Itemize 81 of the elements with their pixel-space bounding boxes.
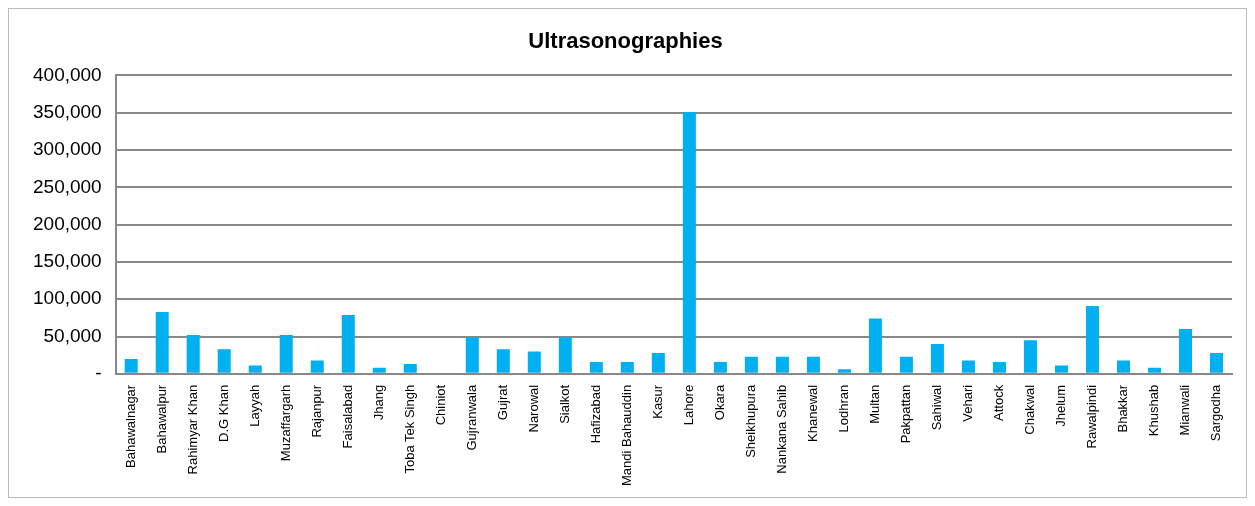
x-tick-label: Bahawalnagar: [122, 384, 138, 468]
bar: [806, 356, 820, 373]
x-tick-label: Khushab: [1146, 384, 1162, 437]
x-tick-label: Sheikhupura: [742, 384, 758, 458]
x-tick-label: Lodhran: [835, 384, 851, 433]
bar: [248, 365, 262, 373]
x-tick-label: Narowal: [525, 384, 541, 433]
bar: [1023, 340, 1037, 373]
bar: [124, 358, 138, 373]
x-tick-label: Kasur: [649, 384, 665, 419]
bar: [217, 349, 231, 373]
x-tick-label: D.G Khan: [215, 384, 231, 442]
bar: [1116, 360, 1130, 373]
x-tick-label: Attock: [991, 384, 1007, 421]
bar: [744, 356, 758, 373]
x-tick-label: Pakpattan: [897, 384, 913, 444]
x-tick-label: Mianwali: [1177, 384, 1193, 436]
x-tick-label: Sahiwal: [928, 384, 944, 431]
bar: [279, 335, 293, 373]
bar: [310, 360, 324, 373]
x-tick-label: Multan: [866, 384, 882, 424]
x-tick-label: Chakwal: [1022, 384, 1038, 435]
y-tick-label: -: [95, 362, 102, 384]
bar: [930, 343, 944, 373]
bar: [961, 360, 975, 373]
x-tick-label: Rawalpindi: [1084, 384, 1100, 449]
x-tick-label: Jhelum: [1053, 384, 1069, 427]
bar: [775, 356, 789, 373]
x-tick-label: Vehari: [960, 384, 975, 422]
chart-title: Ultrasonographies: [528, 28, 723, 54]
x-tick-label: Okara: [711, 384, 727, 421]
x-tick-label: Sialkot: [556, 384, 572, 424]
y-tick-label: 400,000: [32, 63, 102, 85]
bar: [682, 111, 696, 373]
y-tick-label: 300,000: [32, 138, 102, 160]
y-tick-label: 100,000: [32, 287, 102, 309]
x-tick-label: Toba Tek Singh: [401, 384, 417, 474]
x-tick-label: Rahimyar Khan: [184, 384, 200, 475]
x-tick-label: Nankana Sahib: [773, 384, 789, 474]
x-tick-label: Mandi Bahauddin: [618, 384, 634, 487]
x-tick-label: Bhakkar: [1115, 384, 1131, 433]
bar: [992, 361, 1006, 373]
x-tick-label: Sargodha: [1208, 384, 1224, 442]
x-tick-label: Hafizabad: [587, 384, 603, 444]
bar: [651, 352, 665, 373]
x-tick-label: Gujrat: [494, 384, 510, 421]
bar: [155, 311, 169, 373]
x-tick-label: Bahawalpur: [153, 384, 169, 454]
bar: [403, 364, 417, 373]
bar: [620, 361, 634, 373]
x-tick-label: Khanewal: [804, 384, 820, 442]
x-tick-label: Faisalabad: [339, 384, 355, 449]
bar: [1147, 367, 1161, 373]
bar: [527, 351, 541, 373]
bar: [341, 314, 355, 373]
bar: [1178, 329, 1192, 373]
bar: [186, 335, 200, 373]
bar: [558, 337, 572, 373]
x-tick-label: Jhang: [370, 384, 386, 421]
bar: [1054, 365, 1068, 373]
bar: [372, 367, 386, 373]
bar: [465, 337, 479, 373]
x-tick-label: Layyah: [246, 384, 262, 427]
y-tick-label: 350,000: [32, 100, 102, 122]
bar: [837, 369, 851, 373]
x-tick-label: Chiniot: [432, 384, 448, 426]
x-tick-label: Rajanpur: [308, 384, 324, 438]
bar: [713, 361, 727, 373]
y-tick-label: 50,000: [43, 324, 102, 346]
x-tick-label: Muzaffargarh: [277, 384, 293, 462]
y-tick-label: 250,000: [32, 175, 102, 197]
bar: [496, 349, 510, 373]
y-tick-label: 150,000: [32, 250, 102, 272]
bar: [589, 361, 603, 373]
x-tick-label: Lahore: [680, 384, 696, 426]
bar: [1209, 352, 1224, 373]
x-tick-label: Gujranwala: [463, 384, 479, 451]
y-tick-label: 200,000: [32, 212, 102, 234]
bar: [899, 356, 913, 373]
bar: [1085, 305, 1099, 373]
bar: [868, 318, 882, 373]
